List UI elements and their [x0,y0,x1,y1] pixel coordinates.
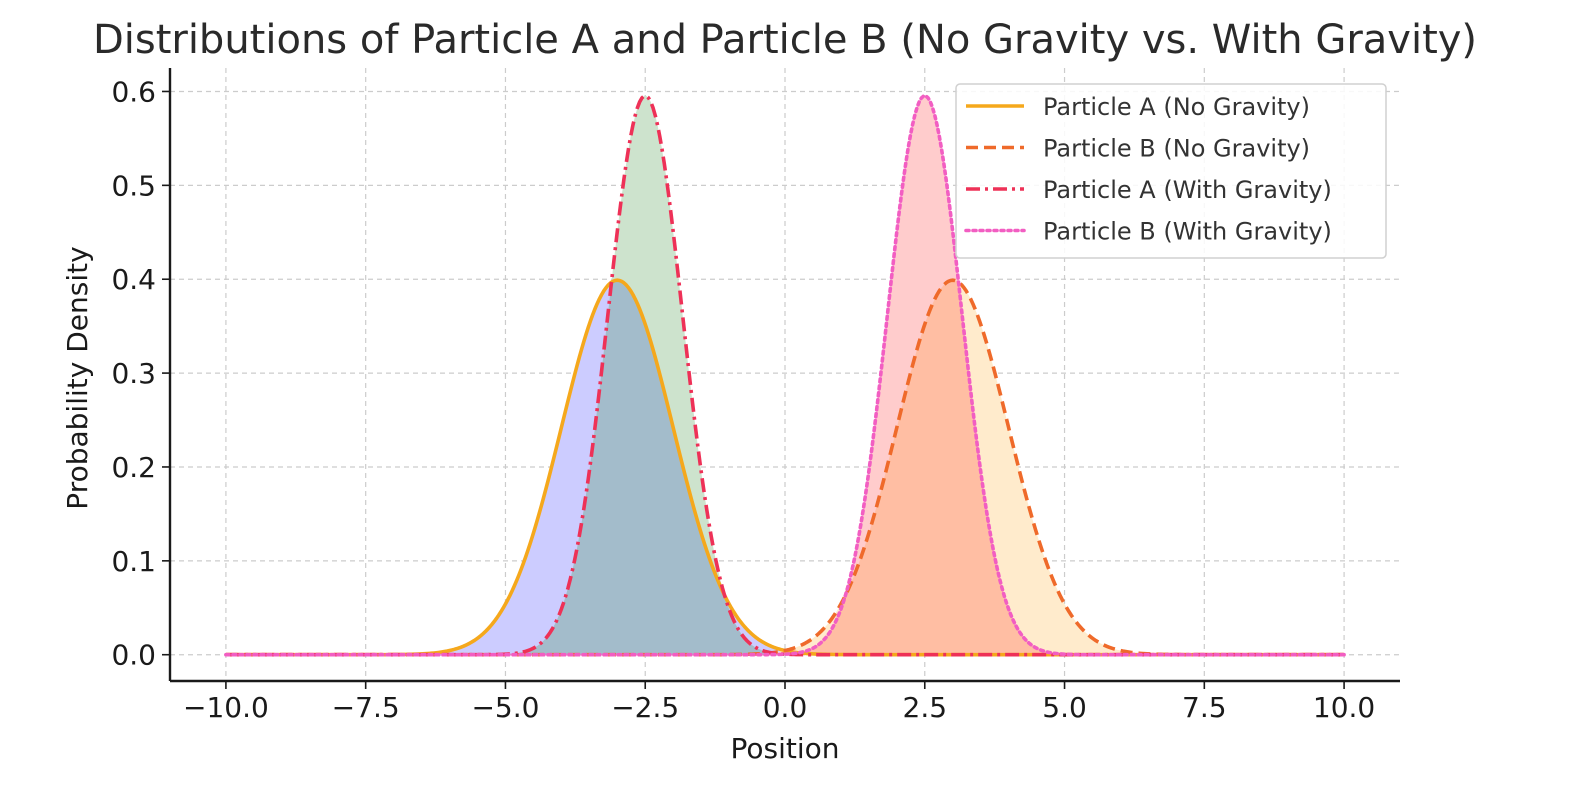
legend: Particle A (No Gravity) Particle B (No Gr… [955,83,1387,259]
y-tick-label: 0.0 [111,639,156,672]
x-tick-label: 7.5 [1182,691,1227,724]
x-tick-label: 10.0 [1313,691,1375,724]
x-tick-label: −5.0 [471,691,539,724]
y-tick-label: 0.4 [111,263,156,296]
y-tick-label: 0.3 [111,357,156,390]
y-ticks: 0.0 0.1 0.2 0.3 0.4 0.5 0.6 [111,75,170,672]
y-tick-label: 0.1 [111,545,156,578]
series-lines [224,94,1346,657]
legend-label: Particle B (No Gravity) [1043,135,1310,163]
legend-label: Particle A (With Gravity) [1043,176,1332,204]
y-tick-label: 0.6 [111,75,156,108]
x-ticks: −10.0 −7.5 −5.0 −2.5 0.0 2.5 5.0 7.5 10.0 [183,681,1375,724]
y-tick-label: 0.2 [111,451,156,484]
x-tick-label: 0.0 [763,691,808,724]
chart-title: Distributions of Particle A and Particle… [93,17,1477,63]
y-axis-title: Probability Density [61,246,94,509]
series-line [224,94,1346,657]
x-tick-label: 2.5 [903,691,948,724]
y-tick-label: 0.5 [111,169,156,202]
legend-label: Particle B (With Gravity) [1043,218,1332,246]
x-tick-label: −2.5 [611,691,679,724]
x-tick-label: −10.0 [183,691,269,724]
x-tick-label: 5.0 [1042,691,1087,724]
legend-box [955,83,1387,259]
legend-label: Particle A (No Gravity) [1043,93,1310,121]
x-tick-label: −7.5 [332,691,400,724]
x-axis-title: Position [730,732,839,765]
